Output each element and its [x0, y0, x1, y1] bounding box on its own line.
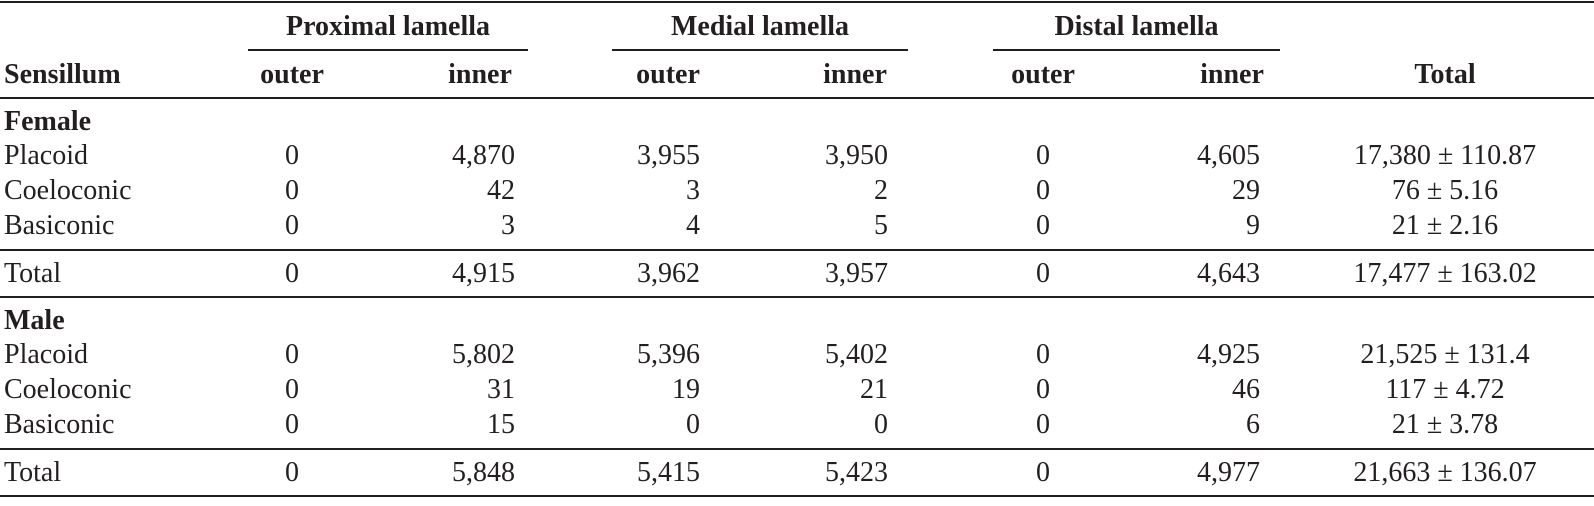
- cell: 117 ± 4.72: [1385, 374, 1505, 405]
- cell: 5,802: [452, 339, 515, 370]
- cell: 5: [874, 210, 888, 241]
- column-header: outer: [260, 59, 324, 90]
- column-header: outer: [1011, 59, 1075, 90]
- rule: [0, 296, 1594, 298]
- section-label: Male: [4, 305, 65, 336]
- rule: [0, 249, 1594, 251]
- cell: 0: [1036, 140, 1050, 171]
- cell: Basiconic: [4, 409, 115, 440]
- cell: 0: [285, 374, 299, 405]
- rule: [0, 97, 1594, 99]
- group-header: Distal lamella: [1054, 11, 1219, 42]
- cell: Coeloconic: [4, 175, 132, 206]
- cell: 3,955: [637, 140, 700, 171]
- cell: 3,950: [825, 140, 888, 171]
- cell: 0: [1036, 374, 1050, 405]
- section-label: Female: [4, 106, 92, 137]
- cell: 76 ± 5.16: [1391, 175, 1499, 206]
- total-cell: 0: [1036, 258, 1050, 289]
- rule: [0, 448, 1594, 450]
- cell: 0: [1036, 339, 1050, 370]
- cell: 21,525 ± 131.4: [1360, 339, 1530, 370]
- total-cell: 3,962: [637, 258, 700, 289]
- column-header: inner: [1200, 59, 1264, 90]
- group-header: Medial lamella: [670, 11, 850, 42]
- column-header: inner: [823, 59, 887, 90]
- cell: 21: [860, 374, 888, 405]
- total-cell: 0: [285, 258, 299, 289]
- cell: Placoid: [4, 339, 88, 370]
- total-cell: 4,915: [452, 258, 515, 289]
- cell: 9: [1246, 210, 1260, 241]
- cell: 2: [874, 175, 888, 206]
- cell: 21 ± 2.16: [1391, 210, 1499, 241]
- cell: 0: [1036, 175, 1050, 206]
- total-cell: 0: [285, 457, 299, 488]
- cell: 0: [285, 409, 299, 440]
- cell: 5,402: [825, 339, 888, 370]
- cell: 4,870: [452, 140, 515, 171]
- cell: Basiconic: [4, 210, 115, 241]
- total-cell: Total: [4, 457, 62, 488]
- cell: 46: [1232, 374, 1260, 405]
- total-cell: 5,423: [825, 457, 888, 488]
- cell: 0: [285, 339, 299, 370]
- rule: [0, 495, 1594, 497]
- cell: 0: [285, 210, 299, 241]
- total-cell: 4,977: [1197, 457, 1260, 488]
- rule: [0, 1, 1594, 3]
- total-cell: 21,663 ± 136.07: [1353, 457, 1537, 488]
- column-header: outer: [636, 59, 700, 90]
- cell: 3: [501, 210, 515, 241]
- column-header: Sensillum: [4, 59, 121, 90]
- cell: Placoid: [4, 140, 88, 171]
- cell: 3: [686, 175, 700, 206]
- cell: 31: [487, 374, 515, 405]
- rule: [993, 49, 1280, 51]
- total-cell: 4,643: [1197, 258, 1260, 289]
- cell: 4,925: [1197, 339, 1260, 370]
- rule: [248, 49, 528, 51]
- total-cell: Total: [4, 258, 62, 289]
- cell: 15: [487, 409, 515, 440]
- total-cell: 5,848: [452, 457, 515, 488]
- cell: 21 ± 3.78: [1391, 409, 1499, 440]
- cell: 29: [1232, 175, 1260, 206]
- cell: 6: [1246, 409, 1260, 440]
- total-cell: 0: [1036, 457, 1050, 488]
- cell: 0: [874, 409, 888, 440]
- total-cell: 5,415: [637, 457, 700, 488]
- cell: 5,396: [637, 339, 700, 370]
- cell: 0: [285, 140, 299, 171]
- cell: 0: [1036, 210, 1050, 241]
- total-cell: 17,477 ± 163.02: [1353, 258, 1537, 289]
- cell: 0: [285, 175, 299, 206]
- rule: [612, 49, 908, 51]
- cell: 0: [1036, 409, 1050, 440]
- total-cell: 3,957: [825, 258, 888, 289]
- cell: 4: [686, 210, 700, 241]
- cell: 4,605: [1197, 140, 1260, 171]
- cell: 19: [672, 374, 700, 405]
- group-header: Proximal lamella: [286, 11, 490, 42]
- cell: 17,380 ± 110.87: [1353, 140, 1537, 171]
- cell: 0: [686, 409, 700, 440]
- column-header: Total: [1414, 59, 1476, 90]
- column-header: inner: [448, 59, 512, 90]
- cell: Coeloconic: [4, 374, 132, 405]
- cell: 42: [487, 175, 515, 206]
